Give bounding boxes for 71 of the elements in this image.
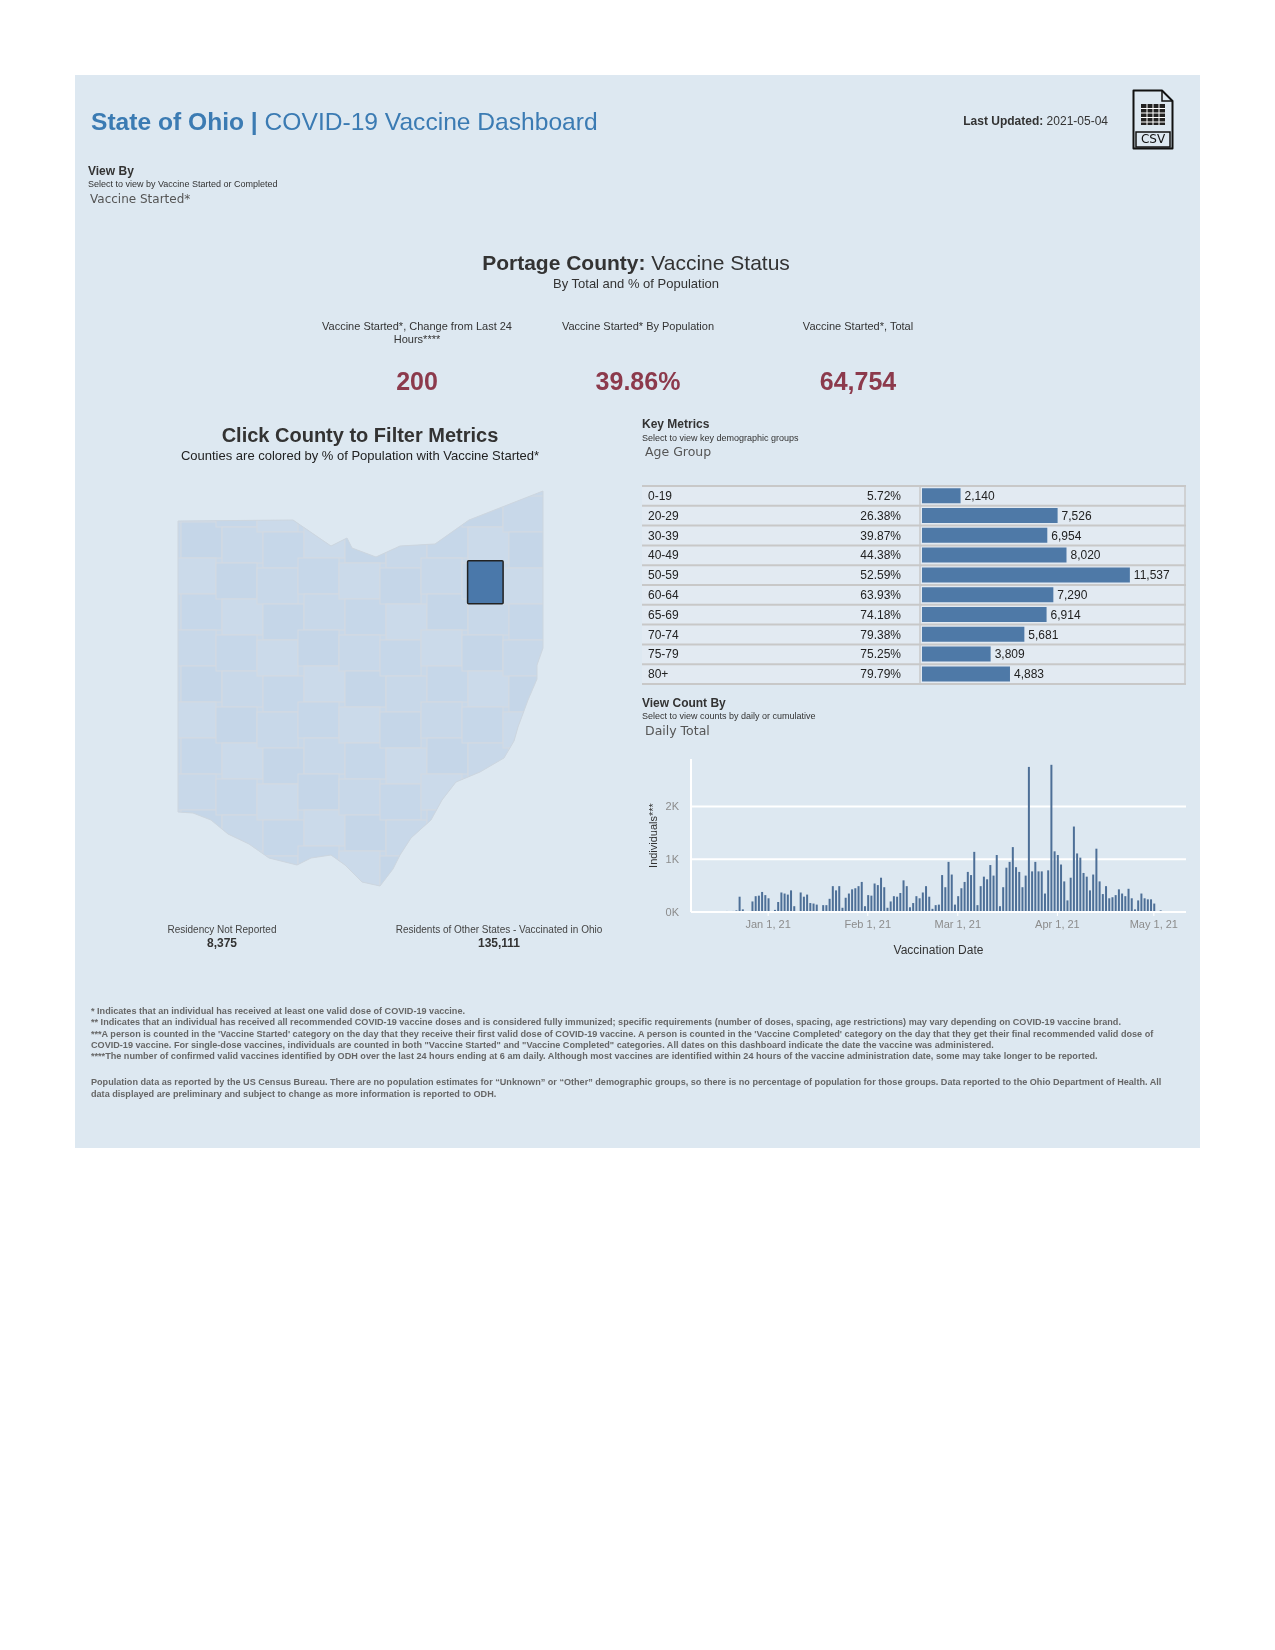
y-tick-label: 0K [665, 905, 680, 918]
text: 5.72% [866, 488, 902, 503]
x-tick-label: Mar 1, 21 [934, 917, 982, 930]
y-tick-label: 30-39 [648, 528, 680, 543]
text: Daily Total [645, 723, 710, 738]
text: 200 [395, 366, 439, 396]
text: Last Updated: 2021-05-04 [963, 114, 1108, 128]
x-axis-title: Vaccination Date [893, 943, 984, 957]
text: Population data as reported by the US Census Bureau. There are no population estimates for “Unknown” or “Other” demographic groups, so there is no percentage of population for those groups. Data reported to the Ohio Department of Health. All data displayed are preliminary and subject to change as more information is reported to ODH. [91, 1077, 1163, 1101]
text: CSV [1136, 132, 1170, 147]
text: * Indicates that an individual has received at least one valid dose of COVID-19 vaccine. [91, 1006, 466, 1018]
y-tick-label: 1K [665, 853, 680, 866]
text: ***A person is counted in the 'Vaccine Started' category on the day that they receive their first valid dose of COVID-19 vaccine. A person is counted in the 'Vaccine Completed' category on the day that they get their final recommended valid dose of COVID-19 vaccine. For single-dose vaccines, individuals are counted in both "Vaccine Started" and "Vaccine Completed" categories. All dates on this dashboard indicate the date the vaccine was administered. [91, 1028, 1155, 1052]
y-tick-label: 70-74 [648, 627, 680, 642]
text: Residency Not Reported [166, 924, 278, 936]
x-tick-label: Feb 1, 21 [844, 917, 892, 930]
x-tick-label: Jan 1, 21 [745, 917, 791, 930]
y-tick-label: 50-59 [648, 568, 680, 583]
y-tick-label: 65-69 [648, 607, 680, 622]
data-label: 6,914 [1050, 607, 1081, 622]
text: 74.18% [860, 607, 902, 622]
text: View By [88, 164, 134, 178]
text: Vaccine Started* [90, 192, 191, 207]
text: State of Ohio | COVID-19 Vaccine Dashboard [91, 108, 598, 136]
text: Vaccine Started*, Total [801, 320, 915, 333]
text: 79.79% [860, 667, 902, 682]
text: ** Indicates that an individual has received all recommended COVID-19 vaccine doses and is considered fully immunized; specific requirements (number of doses, spacing, age restrictions) may vary depending on COVID-19 vaccine brand. [91, 1017, 1122, 1029]
text: 64,754 [818, 366, 898, 396]
data-label: 11,537 [1133, 568, 1171, 583]
data-label: 2,140 [964, 488, 995, 503]
data-label: 6,954 [1051, 528, 1082, 543]
text: 79.38% [860, 627, 902, 642]
text: Portage County: Vaccine Status [481, 251, 791, 275]
data-label: 3,809 [994, 647, 1025, 662]
y-tick-label: 75-79 [648, 647, 680, 662]
text: 26.38% [860, 508, 902, 523]
text: 75.25% [860, 647, 902, 662]
text: Counties are colored by % of Population with Vaccine Started* [179, 448, 541, 463]
text: Vaccine Started* By Population [560, 320, 716, 333]
text: Age Group [645, 444, 712, 459]
text: 63.93% [860, 587, 902, 602]
data-label: 7,290 [1057, 587, 1088, 602]
y-tick-label: 80+ [648, 667, 669, 682]
text: 52.59% [860, 568, 902, 583]
x-tick-label: May 1, 21 [1129, 917, 1179, 930]
text: 135,111 [476, 936, 522, 950]
text: 39.87% [860, 528, 902, 543]
text: Select to view key demographic groups [642, 433, 799, 443]
text: By Total and % of Population [552, 276, 720, 291]
y-tick-label: 20-29 [648, 508, 680, 523]
data-label: 4,883 [1013, 667, 1045, 682]
chart-subtitle: Select to view counts by daily or cumulative [642, 711, 816, 721]
y-tick-label: 60-64 [648, 587, 680, 602]
text: 8,375 [206, 936, 238, 950]
chart-title: View Count By [642, 696, 726, 710]
data-label: 5,681 [1028, 627, 1059, 642]
data-label: 7,526 [1061, 508, 1092, 523]
text: Vaccine Started*, Change from Last 24 Hours**** [321, 320, 513, 346]
text: Residents of Other States - Vaccinated in Ohio [394, 924, 604, 936]
text: ****The number of confirmed valid vaccines identified by ODH over the last 24 hours ending at 6 am daily. Although most vaccines are identified within 24 hours of the vaccine administration date, some may take longer to be reported. [91, 1051, 1099, 1063]
y-tick-label: 2K [665, 800, 680, 813]
text: 44.38% [860, 548, 902, 563]
y-tick-label: 40-49 [648, 548, 680, 563]
text: Select to view by Vaccine Started or Completed [88, 179, 278, 190]
data-label: 8,020 [1070, 548, 1101, 563]
text: 39.86% [594, 366, 682, 396]
x-tick-label: Apr 1, 21 [1035, 917, 1080, 930]
text: Click County to Filter Metrics [220, 423, 500, 447]
y-axis-title: Individuals*** [646, 802, 659, 868]
y-tick-label: 0-19 [648, 488, 673, 503]
text: Key Metrics [642, 417, 710, 431]
